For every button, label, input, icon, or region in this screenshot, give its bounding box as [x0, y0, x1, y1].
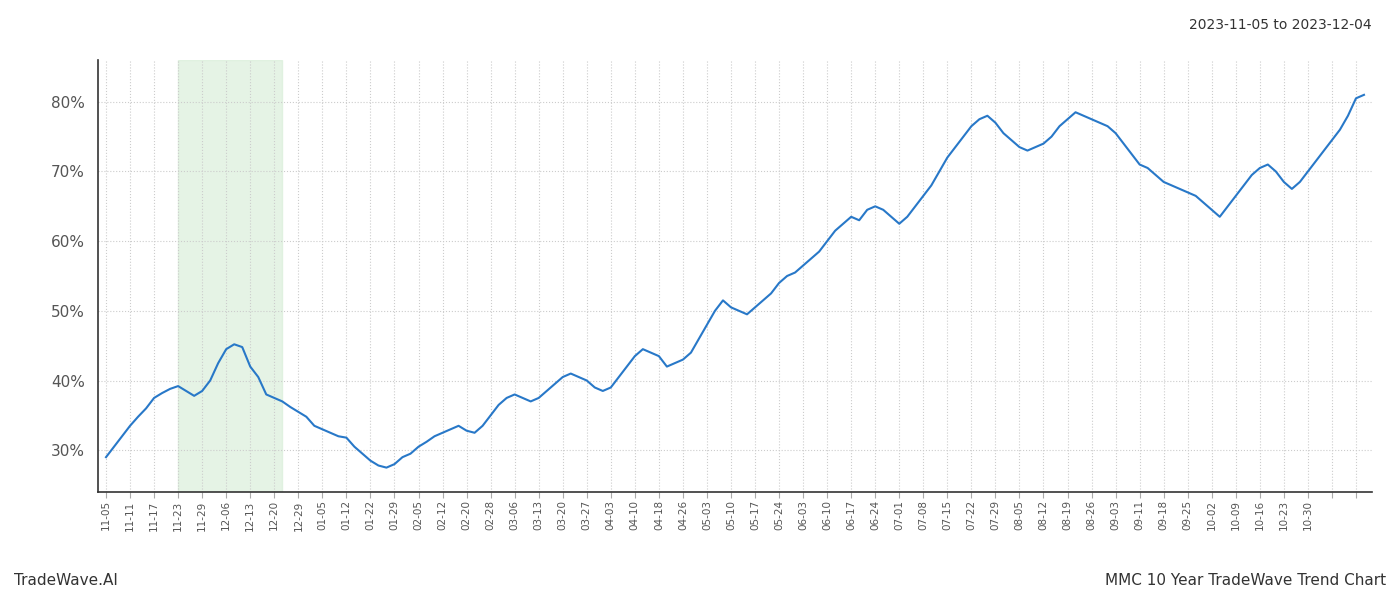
- Bar: [178, 60, 283, 492]
- Text: TradeWave.AI: TradeWave.AI: [14, 573, 118, 588]
- Text: MMC 10 Year TradeWave Trend Chart: MMC 10 Year TradeWave Trend Chart: [1105, 573, 1386, 588]
- Text: 2023-11-05 to 2023-12-04: 2023-11-05 to 2023-12-04: [1190, 18, 1372, 32]
